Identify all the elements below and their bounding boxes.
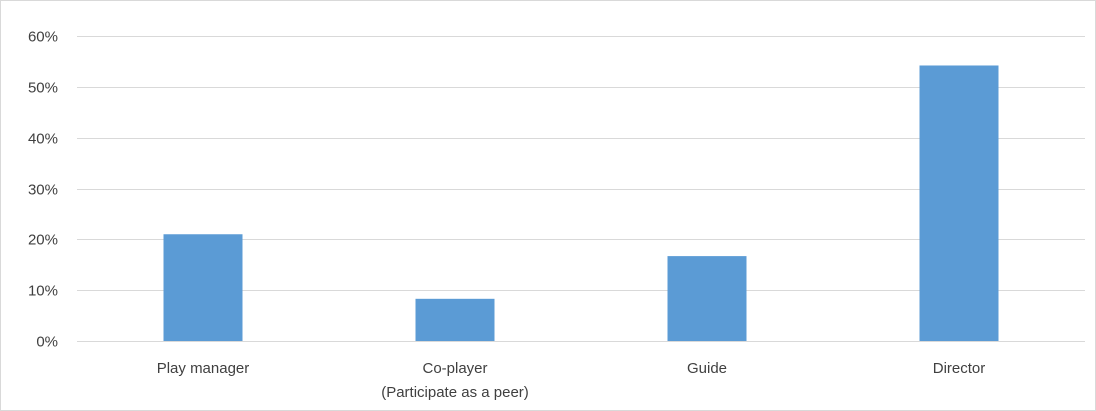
bar <box>163 234 243 341</box>
y-tick-label: 60% <box>28 29 58 46</box>
y-tick-label: 0% <box>36 334 58 351</box>
y-tick-label: 50% <box>28 80 58 97</box>
bar <box>667 256 747 341</box>
x-category-label: Director <box>933 360 986 377</box>
gridlines <box>77 36 1085 342</box>
x-axis-category-labels: Play manager Co-player (Participate as a p… <box>157 360 986 401</box>
x-category-label: (Participate as a peer) <box>381 384 529 401</box>
x-category-label: Co-player <box>422 360 487 377</box>
y-axis-tick-labels: 0% 10% 20% 30% 40% 50% 60% <box>28 29 58 351</box>
bar <box>415 298 495 341</box>
bars <box>163 65 999 341</box>
x-category-label: Guide <box>687 360 727 377</box>
y-tick-label: 10% <box>28 283 58 300</box>
bar <box>919 65 999 341</box>
x-category-label: Play manager <box>157 360 250 377</box>
y-tick-label: 30% <box>28 182 58 199</box>
y-tick-label: 20% <box>28 232 58 249</box>
y-tick-label: 40% <box>28 131 58 148</box>
